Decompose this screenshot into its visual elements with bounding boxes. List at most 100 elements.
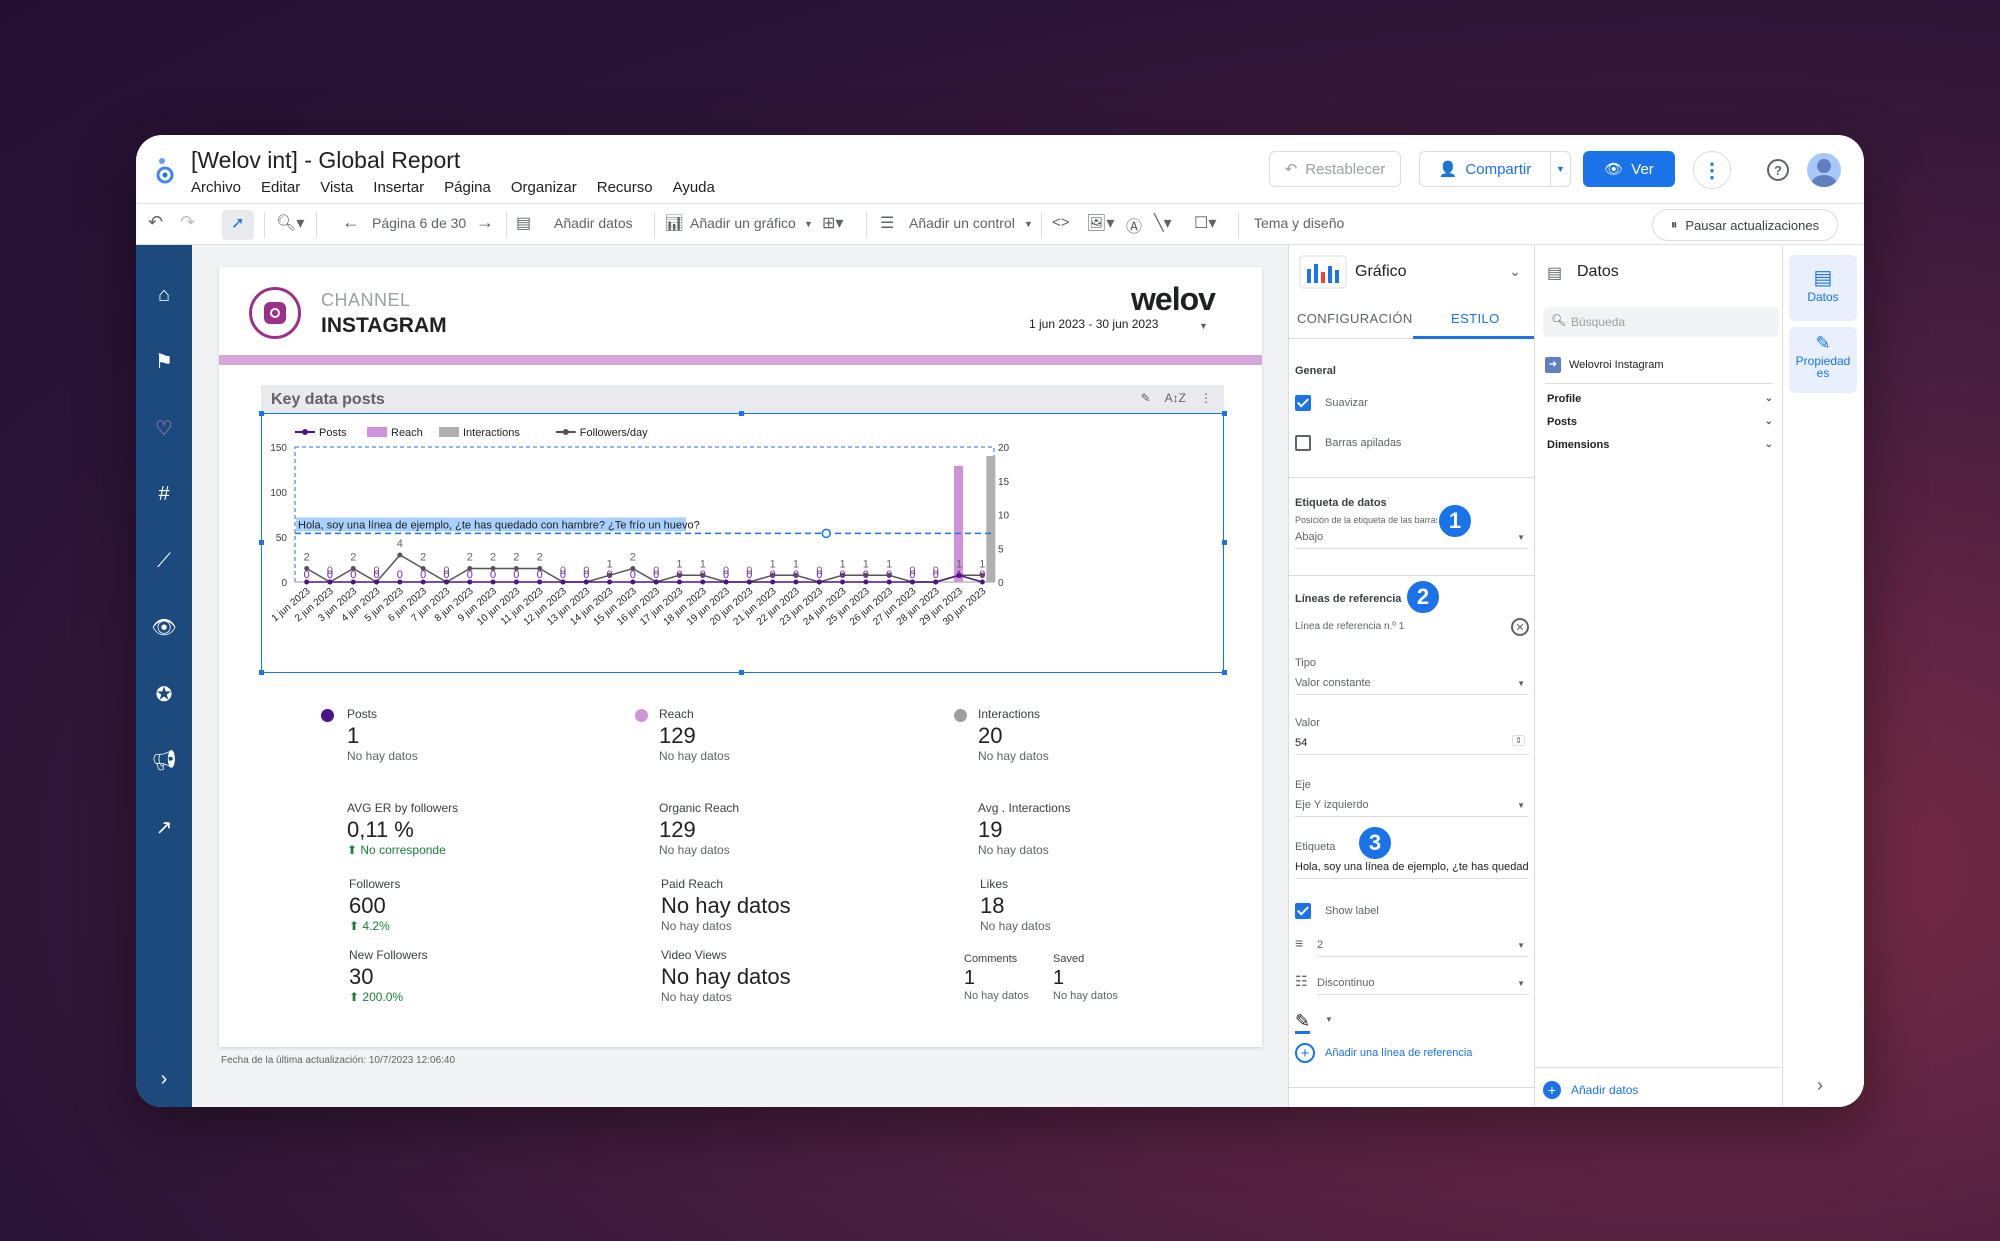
line-icon[interactable]: ╲▾ — [1154, 215, 1172, 232]
add-ref-line-link[interactable]: Añadir una línea de referencia — [1325, 1047, 1473, 1059]
edit-pencil-icon[interactable]: ✎ — [1140, 391, 1151, 405]
followers-point — [770, 572, 776, 578]
resize-handle[interactable] — [259, 411, 264, 416]
flag-icon[interactable]: ⚑ — [155, 350, 173, 373]
home-icon[interactable]: ⌂ — [157, 283, 171, 306]
pause-updates-button[interactable]: ⏸ Pausar actualizaciones — [1652, 209, 1838, 241]
compartir-dropdown-button[interactable]: ▼ — [1551, 151, 1571, 187]
resize-handle[interactable] — [1222, 411, 1227, 416]
rail-propiedades-button[interactable]: ✎ Propiedad es — [1789, 327, 1857, 393]
shape-icon[interactable]: ☐▾ — [1194, 215, 1217, 232]
barras-apiladas-checkbox[interactable] — [1295, 435, 1311, 451]
date-range-control[interactable]: 1 jun 2023 - 30 jun 2023 — [1029, 317, 1159, 331]
show-label-checkbox[interactable] — [1295, 903, 1311, 919]
etiqueta-input[interactable]: Hola, soy una línea de ejemplo, ¿te has … — [1295, 861, 1529, 879]
add-circle-icon[interactable]: + — [1543, 1081, 1561, 1099]
eye-icon[interactable]: 👁 — [151, 616, 177, 639]
embed-code-icon[interactable]: <> — [1052, 214, 1070, 231]
followers-point — [979, 572, 985, 578]
page-indicator[interactable]: Página 6 de 30 — [372, 215, 467, 231]
add-control-button[interactable]: Añadir un control — [909, 215, 1015, 231]
metric-reach: Reach 129 No hay datos — [659, 707, 730, 763]
menu-insertar[interactable]: Insertar — [373, 179, 425, 196]
expand-sidebar-icon[interactable]: › — [160, 1067, 168, 1090]
collapse-panel-icon[interactable]: › — [1817, 1075, 1823, 1095]
theme-layout-button[interactable]: Tema y diseño — [1254, 215, 1345, 231]
avatar[interactable] — [1807, 153, 1841, 187]
menu-archivo[interactable]: Archivo — [191, 179, 242, 196]
previous-page-icon[interactable]: ← — [342, 212, 360, 232]
section-etiqueta-datos: Etiqueta de datos — [1295, 497, 1387, 509]
valor-input[interactable]: 54 ⇕ — [1295, 735, 1529, 755]
add-component-icon[interactable]: ⊞▾ — [822, 215, 844, 232]
line-weight-icon: ≡ — [1295, 935, 1304, 951]
field-group-dimensions[interactable]: Dimensions ⌄ — [1547, 439, 1773, 451]
stepper-icon[interactable]: ⇕ — [1512, 735, 1525, 746]
reach-legend-dot — [635, 709, 648, 722]
tipo-select[interactable]: Valor constante ▼ — [1295, 677, 1529, 695]
chevron-down-icon[interactable]: ▼ — [1199, 321, 1208, 331]
tab-estilo[interactable]: ESTILO — [1451, 311, 1500, 326]
chevron-down-icon[interactable]: ⌄ — [1509, 263, 1521, 279]
restablecer-button[interactable]: ↶ Restablecer — [1269, 151, 1401, 187]
menu-organizar[interactable]: Organizar — [510, 179, 577, 196]
data-source-name[interactable]: Welovroi Instagram — [1569, 359, 1664, 371]
heart-icon[interactable]: ♡ — [155, 417, 173, 440]
combo-chart-icon[interactable] — [1299, 255, 1347, 289]
more-vert-icon[interactable]: ⋮ — [1200, 391, 1212, 405]
megaphone-icon[interactable]: 📢︎ — [151, 749, 177, 772]
suavizar-checkbox[interactable] — [1295, 395, 1311, 411]
rail-datos-button[interactable]: ▤ Datos — [1789, 255, 1857, 321]
select-tool-button[interactable] — [222, 210, 254, 240]
line-style-select[interactable]: Discontinuo ▼ — [1317, 977, 1529, 995]
posts-data-label: 0 — [770, 569, 776, 581]
bar-label-position-select[interactable]: Abajo ▼ — [1295, 531, 1529, 549]
sort-az-icon[interactable]: A↕Z — [1164, 391, 1186, 405]
search-input[interactable]: Búsqueda — [1543, 307, 1779, 337]
field-group-posts[interactable]: Posts ⌄ — [1547, 416, 1773, 428]
add-data-link[interactable]: Añadir datos — [1571, 1083, 1639, 1097]
more-options-icon[interactable]: ⋮ — [1693, 151, 1731, 189]
chevron-down-icon: ▼ — [1556, 164, 1565, 174]
undo-icon[interactable]: ↶ — [148, 212, 164, 232]
looker-studio-logo-icon[interactable] — [154, 155, 176, 185]
line-color-pencil-icon[interactable]: ✎ — [1295, 1011, 1311, 1034]
add-chart-button[interactable]: Añadir un gráfico — [690, 215, 796, 231]
resize-handle[interactable] — [1222, 670, 1227, 675]
chevron-down-icon[interactable]: ▼ — [1325, 1015, 1333, 1024]
hashtag-icon[interactable]: # — [158, 482, 170, 505]
resize-handle[interactable] — [259, 670, 264, 675]
field-group-profile[interactable]: Profile ⌄ — [1547, 393, 1773, 405]
text-box-icon[interactable]: Ⓐ — [1126, 219, 1143, 236]
resize-handle[interactable] — [259, 540, 264, 545]
ver-button[interactable]: 👁 Ver — [1583, 151, 1675, 187]
trending-up-icon[interactable]: ↗ — [155, 816, 173, 839]
redo-icon[interactable]: ↷ — [180, 212, 196, 232]
remove-ref-line-icon[interactable]: ✕ — [1511, 618, 1529, 636]
menu-recurso[interactable]: Recurso — [596, 179, 653, 196]
resize-handle[interactable] — [739, 670, 744, 675]
compartir-button[interactable]: 👤 Compartir — [1419, 151, 1551, 187]
eje-select[interactable]: Eje Y izquierdo ▼ — [1295, 799, 1529, 817]
image-icon[interactable]: 🖼︎▾ — [1086, 215, 1115, 232]
tab-configuracion[interactable]: CONFIGURACIÓN — [1297, 311, 1413, 326]
menu-pagina[interactable]: Página — [444, 179, 491, 196]
award-icon[interactable]: ✪ — [155, 683, 173, 706]
next-page-icon[interactable]: → — [476, 212, 494, 232]
menu-vista[interactable]: Vista — [320, 179, 354, 196]
report-title[interactable]: [Welov int] - Global Report — [191, 147, 461, 173]
help-icon[interactable]: ? — [1767, 159, 1789, 181]
line-weight-select[interactable]: 2 ▼ — [1317, 939, 1529, 957]
add-data-button[interactable]: Añadir datos — [554, 215, 633, 231]
followers-data-label: 0 — [583, 565, 589, 577]
trend-sparkle-icon[interactable]: ⟋ — [157, 549, 171, 572]
menu-editar[interactable]: Editar — [261, 179, 301, 196]
zoom-icon[interactable]: 🔍︎▾ — [276, 215, 305, 232]
resize-handle[interactable] — [739, 411, 744, 416]
resize-handle[interactable] — [1222, 540, 1227, 545]
followers-point — [676, 572, 682, 578]
chart-type-label[interactable]: Gráfico — [1355, 263, 1407, 280]
menu-ayuda[interactable]: Ayuda — [672, 179, 715, 196]
add-circle-icon[interactable]: + — [1295, 1043, 1315, 1063]
